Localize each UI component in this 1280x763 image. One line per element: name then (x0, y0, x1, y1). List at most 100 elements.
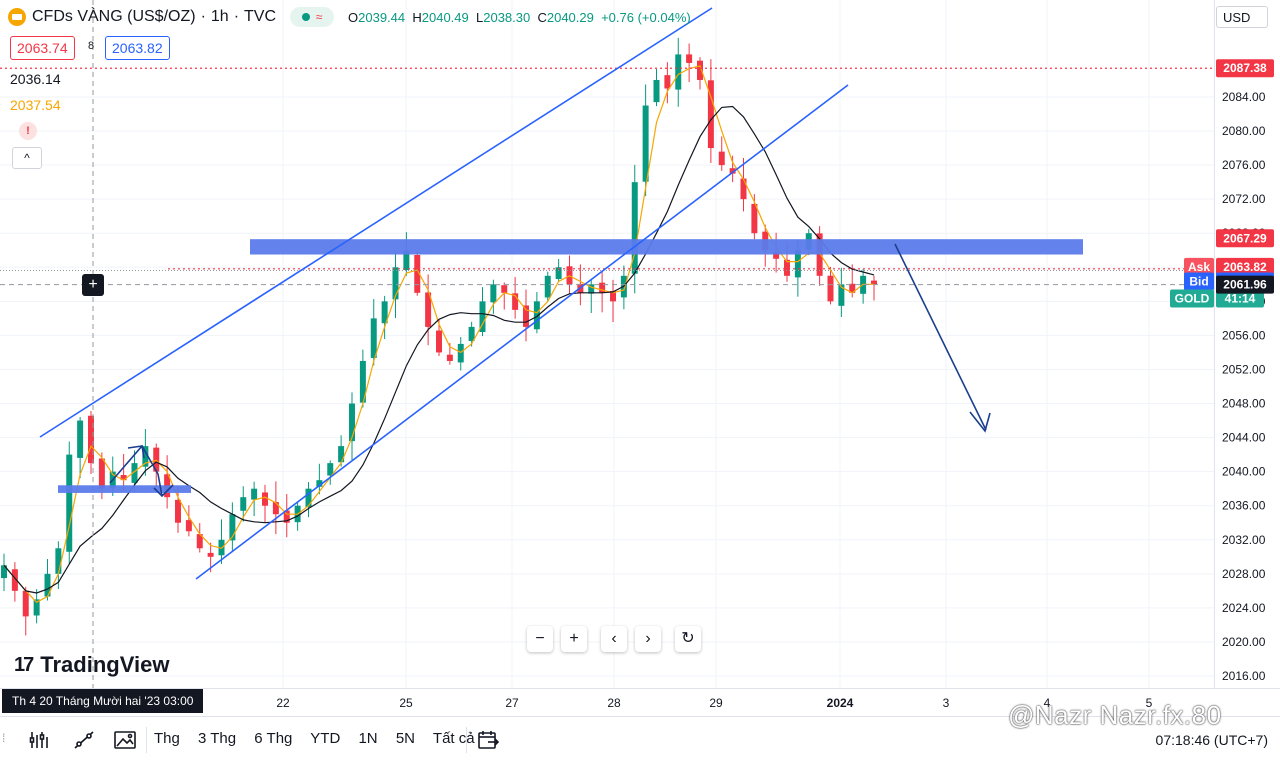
gold-tag-label-bg (1170, 289, 1214, 308)
price-chart[interactable]: 2016.00 2020.00 2024.00 2028.00 2032.00 2036.… (0, 0, 1280, 716)
high-price-label: 2087.38 (1223, 61, 1267, 75)
candle-body (131, 463, 138, 483)
candle-body (871, 280, 877, 285)
symbol-title[interactable]: CFDs VÀNG (US$/OZ) (32, 8, 196, 25)
price-tick-label: 2056.00 (1222, 328, 1266, 342)
candle-body (544, 275, 551, 298)
candle-body (501, 285, 508, 293)
candle-body (1, 565, 7, 579)
time-tick-label: 29 (709, 696, 723, 710)
price-tick-label: 2040.00 (1222, 465, 1266, 479)
candle-body (403, 250, 410, 271)
candle-body (370, 318, 377, 358)
candle-body (359, 360, 366, 403)
market-open-dot-icon (301, 13, 310, 21)
price-tick-label: 2048.00 (1222, 397, 1266, 411)
zoom-out-button[interactable]: − (527, 626, 553, 652)
range-tab-6m[interactable]: 6 Thg (254, 730, 293, 747)
scroll-left-button[interactable]: ‹ (601, 626, 627, 652)
scroll-right-button[interactable]: › (635, 626, 661, 652)
range-tab-5y[interactable]: 5N (395, 730, 416, 747)
range-tab-all[interactable]: Tất cả (432, 730, 475, 747)
interval-label[interactable]: 1h (210, 8, 229, 25)
clock-timezone[interactable]: 07:18:46 (UTC+7) (1155, 732, 1268, 748)
candle-body (436, 330, 442, 353)
candle-body (316, 480, 323, 487)
candle-body (414, 254, 421, 293)
candle-body (490, 284, 497, 303)
price-tick-label: 2052.00 (1222, 362, 1266, 376)
crosshair-price-label-bg (1216, 275, 1274, 294)
candle-body (675, 54, 682, 90)
range-tab-ytd[interactable]: YTD (310, 730, 341, 747)
candle-body (773, 252, 780, 259)
candle-body (599, 282, 606, 293)
range-tab-3m[interactable]: 3 Thg (198, 730, 237, 747)
candle-body (120, 475, 127, 481)
crosshair-date-label: Th 4 20 Tháng Mười hai '23 03:00 (2, 689, 204, 713)
time-axis[interactable]: 22 25 27 28 29 2024 3 4 5 (0, 688, 1280, 711)
channel-upper-line (39, 7, 713, 438)
currency-select[interactable]: USD (1216, 6, 1268, 28)
candle-body (55, 548, 62, 574)
ask-tag-label: Ask (1188, 260, 1210, 274)
market-status-badge[interactable]: ≈ (290, 7, 335, 27)
bid-tag-label: Bid (1189, 275, 1208, 289)
gold-tag-label: GOLD (1175, 292, 1210, 306)
candle-body (44, 573, 51, 597)
image-snapshot-icon[interactable] (113, 729, 137, 756)
symbol-header[interactable]: CFDs VÀNG (US$/OZ) · 1h · TVC ≈ O2039.44… (8, 6, 691, 28)
candle-body (533, 301, 540, 330)
price-tick-label: 2028.00 (1222, 567, 1266, 581)
candle-body (142, 446, 149, 467)
candle-body (512, 293, 519, 310)
drag-handle-icon[interactable]: ⁞ (2, 731, 6, 745)
zoom-in-button[interactable]: + (561, 626, 587, 652)
projection-arrowhead (969, 411, 991, 433)
indicators-icon[interactable] (28, 729, 52, 756)
price-tick-label: 2044.00 (1222, 431, 1266, 445)
sell-button[interactable]: 2063.74 (10, 36, 75, 60)
resistance-price-label: 2067.29 (1223, 231, 1267, 245)
tradingview-mark-icon: 17 (14, 653, 34, 676)
author-watermark: @Nazr Nazr.fx.80 (1008, 700, 1222, 730)
candle-body (653, 79, 660, 103)
candle-body (185, 520, 192, 532)
price-tick-label: 2020.00 (1222, 635, 1266, 649)
ask-price-label: 2063.82 (1223, 260, 1267, 274)
price-labels: 2087.382067.292063.82Ask2063.74Bid41:14G… (1170, 59, 1274, 308)
candle-body (229, 514, 236, 541)
reset-chart-button[interactable]: ↻ (675, 626, 701, 652)
candle-body (283, 510, 290, 523)
projection-arrow-line (894, 243, 987, 431)
tradingview-logo[interactable]: 17 TradingView (14, 652, 169, 678)
candle-body (272, 502, 279, 515)
support-zone (58, 485, 191, 493)
add-plus-icon[interactable]: + (82, 274, 104, 296)
warning-icon[interactable]: ! (19, 122, 37, 140)
price-tick-label: 2032.00 (1222, 533, 1266, 547)
drawings-layer (0, 0, 1214, 688)
candle-body (446, 354, 453, 361)
candle-body (338, 446, 345, 463)
price-axis[interactable]: 2016.00 2020.00 2024.00 2028.00 2032.00 2036.… (1214, 0, 1280, 716)
ema-fast-line (3, 65, 874, 603)
drawing-tool-icon[interactable] (72, 729, 96, 756)
candle-body (740, 178, 747, 200)
indicator-value-slow: 2036.14 (10, 71, 61, 87)
range-tab-1y[interactable]: 1N (358, 730, 378, 747)
range-tab-1m[interactable]: Thg (154, 730, 180, 747)
candle-body (631, 182, 638, 274)
candle-body (349, 403, 355, 442)
candle-body (479, 301, 486, 332)
channel-lower-line (195, 84, 849, 580)
collapse-legend-button[interactable]: ^ (12, 147, 42, 169)
candle-body (175, 499, 181, 523)
buy-button[interactable]: 2063.82 (105, 36, 170, 60)
candle-body (425, 292, 432, 327)
goto-date-icon[interactable] (476, 729, 500, 756)
candle-body (262, 492, 268, 506)
candle-body (794, 250, 801, 278)
bottom-toolbar: ⁞ Thg 3 Thg 6 Thg YTD 1N 5N Tất cả 07:18… (0, 716, 1280, 763)
time-tick-label: 4 (1044, 696, 1051, 710)
